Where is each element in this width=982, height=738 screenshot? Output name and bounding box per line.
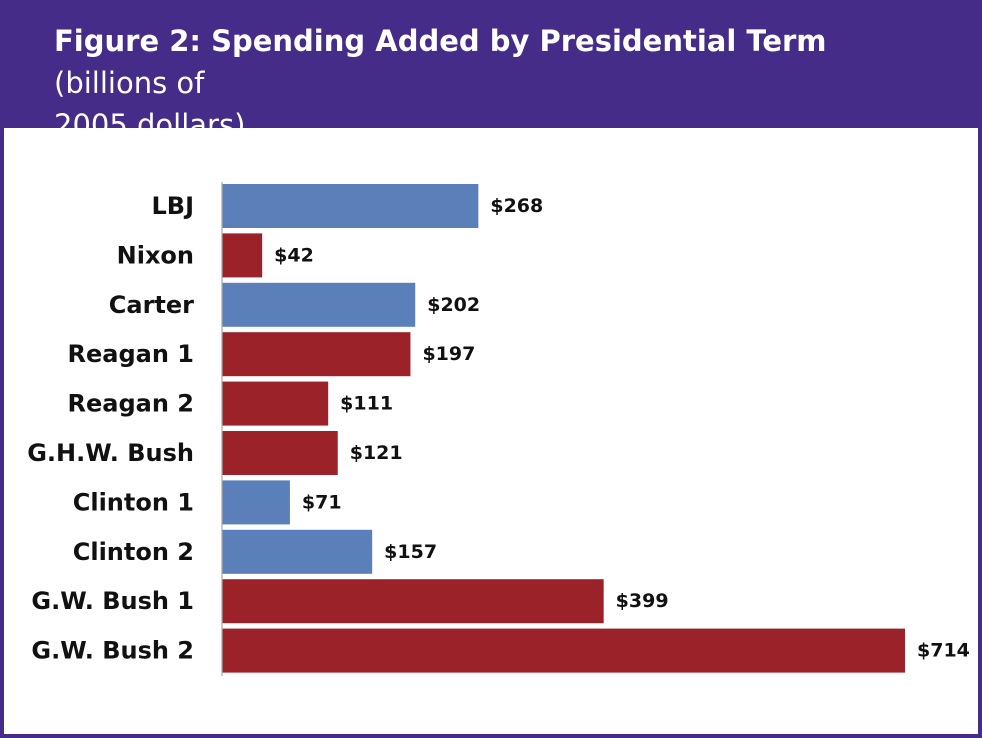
value-label-g-h-w-bush: $121 [350, 442, 403, 464]
category-label-carter: Carter [109, 291, 194, 319]
bar-clinton-1 [222, 480, 290, 525]
chart-title-unit: (billions of [54, 66, 205, 100]
chart-title-bold: Figure 2: Spending Added by Presidential… [54, 24, 827, 58]
bar-nixon [222, 233, 263, 278]
bar-carter [222, 282, 416, 327]
category-label-clinton-2: Clinton 2 [73, 538, 194, 566]
value-label-clinton-1: $71 [302, 491, 342, 513]
chart-header: Figure 2: Spending Added by Presidential… [0, 0, 982, 142]
bar-clinton-2 [222, 529, 373, 574]
bar-reagan-1 [222, 332, 411, 377]
category-label-nixon: Nixon [117, 241, 194, 269]
bar-g-w-bush-1 [222, 579, 604, 624]
bar-g-h-w-bush [222, 431, 338, 475]
value-label-nixon: $42 [274, 244, 314, 266]
category-label-g-h-w-bush: G.H.W. Bush [27, 439, 194, 467]
value-label-clinton-2: $157 [384, 541, 437, 563]
value-label-reagan-1: $197 [422, 343, 475, 365]
value-label-lbj: $268 [490, 195, 543, 217]
category-label-g-w-bush-1: G.W. Bush 1 [31, 587, 194, 615]
category-label-g-w-bush-2: G.W. Bush 2 [31, 637, 194, 665]
value-label-g-w-bush-1: $399 [616, 590, 669, 612]
value-label-g-w-bush-2: $714 [917, 640, 970, 662]
value-label-carter: $202 [427, 294, 480, 316]
category-label-reagan-2: Reagan 2 [68, 390, 194, 418]
chart-title-unit-2: 2005 dollars) [54, 108, 246, 142]
bar-lbj [222, 184, 479, 228]
bar-g-w-bush-2 [222, 628, 905, 673]
value-label-reagan-2: $111 [340, 393, 393, 415]
category-label-lbj: LBJ [151, 192, 194, 220]
chart-title-line-2: 2005 dollars) [54, 104, 942, 146]
category-label-reagan-1: Reagan 1 [68, 340, 194, 368]
category-label-clinton-1: Clinton 1 [73, 488, 194, 516]
bar-chart: LBJ $268 Nixon $42 Carter $202 Reagan 1 $197 Rea… [27, 182, 970, 676]
chart-title: Figure 2: Spending Added by Presidential… [54, 20, 942, 104]
bar-reagan-2 [222, 381, 329, 426]
